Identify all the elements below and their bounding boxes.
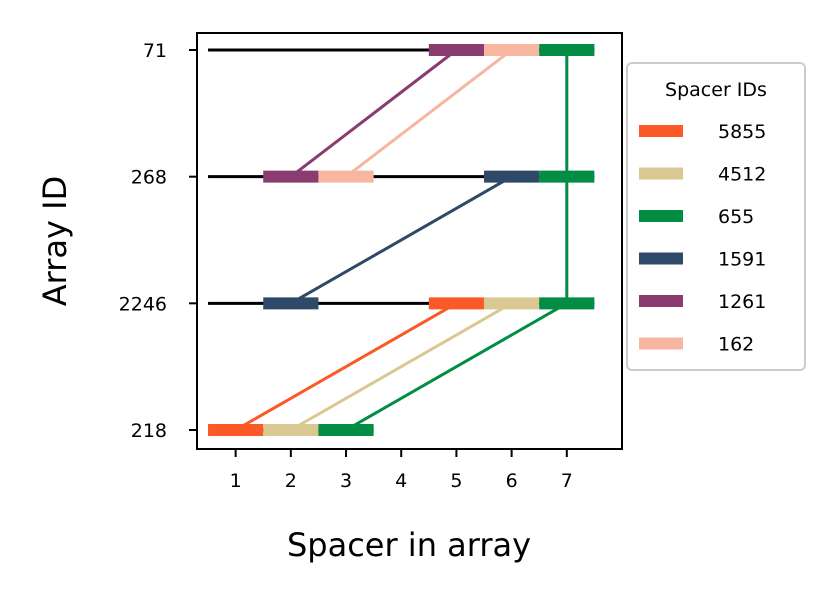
y-axis-title: Array ID bbox=[36, 176, 74, 306]
link-4512-2246-218 bbox=[290, 302, 513, 432]
link-1591-268-2246 bbox=[290, 175, 513, 305]
plot-frame bbox=[196, 32, 623, 450]
legend-label-4512: 4512 bbox=[718, 164, 766, 186]
link-655-2246-218 bbox=[345, 302, 568, 432]
legend-label-5855: 5855 bbox=[718, 121, 766, 143]
link-5855-2246-218 bbox=[234, 302, 458, 432]
legend: Spacer IDs 5855 4512 655 1591 1261 162 bbox=[626, 62, 806, 371]
x-axis: 1 2 3 4 5 6 7 bbox=[230, 449, 573, 492]
x-tick-label-2: 2 bbox=[285, 470, 297, 492]
legend-label-1591: 1591 bbox=[718, 249, 766, 271]
link-1261-71-268 bbox=[289, 48, 458, 178]
spacer-blocks bbox=[208, 44, 595, 436]
legend-label-162: 162 bbox=[718, 334, 754, 356]
legend-title: Spacer IDs bbox=[665, 79, 767, 101]
x-tick-label-1: 1 bbox=[230, 470, 242, 492]
y-tick-label-2246: 2246 bbox=[119, 293, 167, 315]
link-162-71-268 bbox=[345, 48, 513, 178]
y-tick-label-268: 268 bbox=[131, 167, 167, 189]
legend-label-1261: 1261 bbox=[718, 291, 766, 313]
x-tick-label-3: 3 bbox=[340, 470, 352, 492]
legend-label-655: 655 bbox=[718, 206, 754, 228]
link-lines bbox=[234, 48, 569, 432]
x-tick-label-6: 6 bbox=[506, 470, 518, 492]
y-tick-label-218: 218 bbox=[131, 420, 167, 442]
x-tick-label-7: 7 bbox=[561, 470, 573, 492]
x-tick-label-5: 5 bbox=[450, 470, 462, 492]
legend-entries: 5855 4512 655 1591 1261 162 bbox=[639, 121, 766, 356]
y-axis: 71 268 2246 218 bbox=[119, 40, 197, 442]
y-tick-label-71: 71 bbox=[143, 40, 167, 62]
legend-frame bbox=[626, 62, 806, 371]
x-axis-title: Spacer in array bbox=[287, 526, 531, 564]
x-tick-label-4: 4 bbox=[395, 470, 407, 492]
